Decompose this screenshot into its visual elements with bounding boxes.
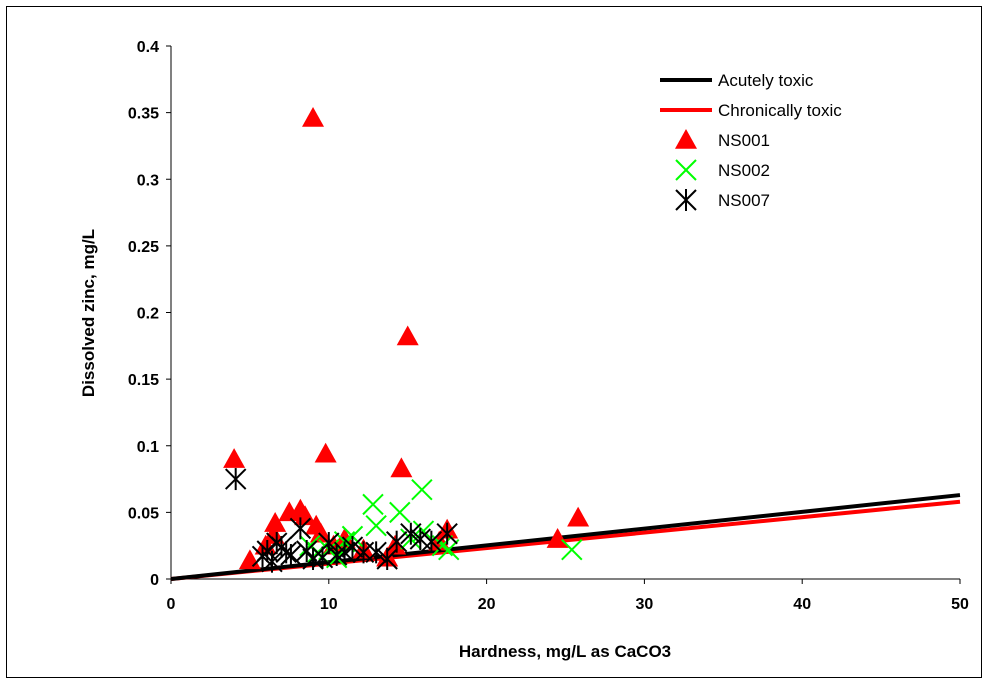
ns007-point <box>341 536 364 559</box>
legend-marker-ns001 <box>675 129 697 149</box>
x-axis-title: Hardness, mg/L as CaCO3 <box>459 642 671 661</box>
data-points-layer <box>223 106 590 573</box>
ns002-point <box>561 538 583 561</box>
ns007-point <box>365 541 387 564</box>
legend: Acutely toxic Chronically toxic NS001 NS002… <box>660 71 842 211</box>
y-tick-label: 0 <box>150 572 159 589</box>
x-tick-label: 0 <box>167 596 176 613</box>
ns007-point <box>289 517 312 540</box>
ns007-point <box>420 530 443 553</box>
x-tick-label: 20 <box>478 596 496 613</box>
ns007-point <box>318 532 340 555</box>
ns001-point <box>309 522 332 543</box>
y-tick-label: 0.25 <box>128 239 159 256</box>
ns007-point <box>280 544 302 567</box>
criteria-lines-layer <box>170 493 961 581</box>
x-tick-label: 50 <box>951 596 969 613</box>
ns002-point <box>431 534 454 557</box>
ns002-point <box>389 501 411 524</box>
ns007-point <box>261 550 283 573</box>
legend-label: Acutely toxic <box>718 71 814 90</box>
y-tick-label: 0.2 <box>137 306 159 323</box>
y-tick-label: 0.1 <box>137 439 159 456</box>
y-tick-label: 0.35 <box>128 106 159 123</box>
tick-labels-layer: 0 0.05 0.1 0.15 0.2 0.25 0.3 0.35 0.4 0 10 20 30 40 50 <box>128 39 969 613</box>
legend-label: NS002 <box>718 161 770 180</box>
ns001-point <box>262 524 285 544</box>
y-axis-title: Dissolved zinc, mg/L <box>79 229 98 397</box>
x-tick-label: 40 <box>793 596 811 613</box>
ns001-point <box>264 512 287 532</box>
ns001-point <box>567 506 590 527</box>
ns001-point <box>302 106 325 127</box>
legend-marker-ns007 <box>675 189 697 211</box>
x-tick-label: 30 <box>636 596 654 613</box>
ns007-point <box>325 544 348 567</box>
ns002-point <box>362 493 384 516</box>
x-tick-label: 10 <box>320 596 338 613</box>
ns007-point <box>436 522 458 545</box>
ns007-point <box>400 522 422 545</box>
axes-layer <box>166 45 961 584</box>
criteria-line-acutely-toxic <box>170 493 961 581</box>
chart-frame <box>6 6 982 678</box>
ns001-point <box>314 442 337 463</box>
ns001-point <box>546 528 569 548</box>
ns002-point <box>365 514 387 537</box>
ns007-point <box>224 468 247 491</box>
legend-marker-ns002 <box>675 159 697 181</box>
ns001-point <box>390 457 413 478</box>
legend-label: NS007 <box>718 191 770 210</box>
ns007-point <box>385 530 408 553</box>
ns002-point <box>411 479 433 501</box>
legend-label: Chronically toxic <box>718 101 842 120</box>
ns001-point <box>396 325 419 346</box>
y-tick-label: 0.4 <box>137 39 159 56</box>
y-tick-label: 0.3 <box>137 172 159 189</box>
ns002-point <box>412 520 435 542</box>
ns001-point <box>223 448 246 468</box>
y-tick-label: 0.05 <box>128 505 159 522</box>
y-tick-label: 0.15 <box>128 372 159 389</box>
legend-label: NS001 <box>718 131 770 150</box>
